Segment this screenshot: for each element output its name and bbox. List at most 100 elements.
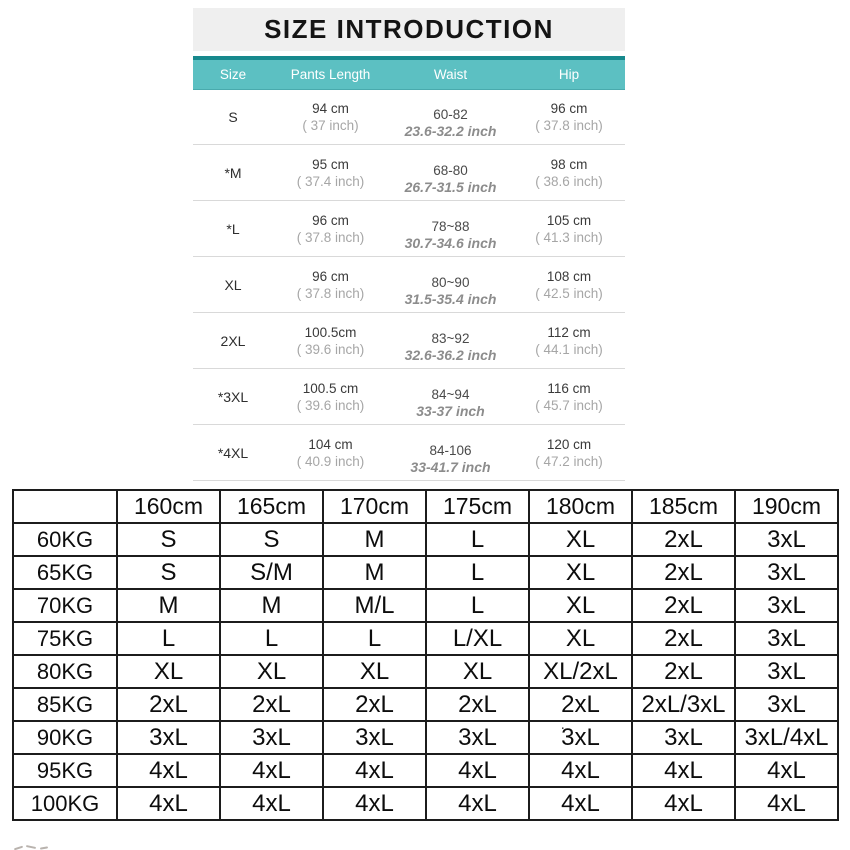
column-header-pants-length: Pants Length <box>290 67 371 82</box>
matrix-size-cell: 3xL <box>734 654 839 689</box>
matrix-size-cell: XL/2xL <box>528 654 633 689</box>
size-name: XL <box>224 276 242 293</box>
hip-inch: ( 44.1 inch) <box>535 341 603 357</box>
matrix-size-cell: 4xL <box>425 786 530 821</box>
column-header-size: Size <box>219 67 247 82</box>
pants-length-inch: ( 40.9 inch) <box>296 453 365 469</box>
size-row-s: S 94 cm( 37 inch) 60-82 23.6-32.2 inch 96 cm… <box>193 89 625 145</box>
size-introduction-table: SIZE INTRODUCTION Size Pants Length Waist H… <box>193 8 625 481</box>
size-row-m: *M 95 cm( 37.4 inch) 68-80 26.7-31.5 inch 98… <box>193 145 625 201</box>
pants-length-cm: 100.5 cm <box>302 380 359 396</box>
matrix-size-cell: S/M <box>219 555 324 590</box>
matrix-row-100kg: 100KG 4xL 4xL 4xL 4xL 4xL 4xL 4xL <box>12 786 839 821</box>
stray-dot-artifact: · <box>560 719 566 736</box>
hip-cell: 116 cm( 45.7 inch) <box>513 380 625 414</box>
pants-length-cell: 96 cm( 37.8 inch) <box>273 268 388 302</box>
matrix-size-cell: 4xL <box>528 753 633 788</box>
matrix-size-cell: 2xL <box>631 555 736 590</box>
size-name: *4XL <box>217 444 249 461</box>
pants-length-cell: 95 cm( 37.4 inch) <box>273 156 388 190</box>
waist-inch: 33-41.7 inch <box>410 458 491 475</box>
matrix-size-cell: XL <box>425 654 530 689</box>
matrix-size-cell: 2xL <box>219 687 324 722</box>
matrix-size-cell: M <box>219 588 324 623</box>
weight-label: 85KG <box>12 687 118 722</box>
weight-label: 70KG <box>12 588 118 623</box>
matrix-size-cell: 4xL <box>322 753 427 788</box>
matrix-size-cell: 3xL <box>631 720 736 755</box>
hip-cm: 96 cm <box>550 100 588 116</box>
matrix-size-cell: 4xL <box>631 786 736 821</box>
size-row-l: *L 96 cm( 37.8 inch) 78~88 30.7-34.6 inch 10… <box>193 201 625 257</box>
waist-inch: 26.7-31.5 inch <box>404 178 497 195</box>
hip-cell: 105 cm( 41.3 inch) <box>513 212 625 246</box>
matrix-size-cell: L <box>425 588 530 623</box>
matrix-size-cell: 4xL <box>425 753 530 788</box>
pants-length-cm: 96 cm <box>312 212 349 228</box>
height-header-190cm: 190cm <box>734 489 839 524</box>
matrix-size-cell: 4xL <box>322 786 427 821</box>
matrix-size-cell: XL <box>528 522 633 557</box>
matrix-size-cell: 4xL <box>116 786 221 821</box>
size-introduction-title: SIZE INTRODUCTION <box>193 8 625 51</box>
waist-cm: 84~94 <box>431 386 470 402</box>
pants-length-cell: 100.5 cm( 39.6 inch) <box>273 380 388 414</box>
pants-length-cm: 94 cm <box>312 100 349 116</box>
waist-cm: 60-82 <box>433 106 468 122</box>
matrix-row-95kg: 95KG 4xL 4xL 4xL 4xL 4xL 4xL 4xL <box>12 753 839 788</box>
waist-cell: 78~88 30.7-34.6 inch <box>388 218 513 252</box>
matrix-size-cell: L/XL <box>425 621 530 656</box>
matrix-row-85kg: 85KG 2xL 2xL 2xL 2xL 2xL 2xL/3xL 3xL <box>12 687 839 722</box>
hip-cell: 96 cm( 37.8 inch) <box>513 100 625 134</box>
column-header-hip: Hip <box>558 67 580 82</box>
weight-label: 90KG <box>12 720 118 755</box>
pants-length-cm: 96 cm <box>312 268 349 284</box>
hip-cm: 120 cm <box>546 436 592 452</box>
size-row-xl: XL 96 cm( 37.8 inch) 80~90 31.5-35.4 inch 10… <box>193 257 625 313</box>
matrix-size-cell: 4xL <box>734 786 839 821</box>
matrix-size-cell: XL <box>528 555 633 590</box>
matrix-size-cell: M <box>322 522 427 557</box>
pants-length-inch: ( 39.6 inch) <box>296 341 365 357</box>
waist-cm: 80~90 <box>431 274 470 290</box>
size-name: *L <box>226 220 240 237</box>
weight-label: 75KG <box>12 621 118 656</box>
pants-length-cell: 96 cm( 37.8 inch) <box>273 212 388 246</box>
size-row-3xl: *3XL 100.5 cm( 39.6 inch) 84~94 33-37 inch 1… <box>193 369 625 425</box>
hip-inch: ( 41.3 inch) <box>535 229 603 245</box>
matrix-size-cell: 2xL <box>116 687 221 722</box>
matrix-size-cell: S <box>219 522 324 557</box>
waist-cm: 83~92 <box>431 330 470 346</box>
matrix-size-cell: 3xL <box>734 621 839 656</box>
hip-cell: 108 cm( 42.5 inch) <box>513 268 625 302</box>
matrix-size-cell: 2xL <box>425 687 530 722</box>
pants-length-cm: 95 cm <box>312 156 349 172</box>
matrix-size-cell: XL <box>116 654 221 689</box>
size-introduction-body: S 94 cm( 37 inch) 60-82 23.6-32.2 inch 96 cm… <box>193 89 625 481</box>
height-weight-size-matrix: 160cm 165cm 170cm 175cm 180cm 185cm 190cm 60KG S… <box>12 489 839 821</box>
waist-cm: 78~88 <box>431 218 470 234</box>
matrix-row-65kg: 65KG S S/M M L XL 2xL 3xL <box>12 555 839 590</box>
matrix-size-cell: M <box>322 555 427 590</box>
matrix-size-cell: XL <box>528 621 633 656</box>
matrix-size-cell: 2xL/3xL <box>631 687 736 722</box>
column-header-waist: Waist <box>433 67 468 82</box>
matrix-size-cell: 3xL/4xL <box>734 720 839 755</box>
height-header-160cm: 160cm <box>116 489 221 524</box>
matrix-size-cell: S <box>116 522 221 557</box>
matrix-size-cell: 4xL <box>219 753 324 788</box>
height-header-180cm: 180cm <box>528 489 633 524</box>
matrix-size-cell: 2xL <box>631 621 736 656</box>
matrix-size-cell: 4xL <box>116 753 221 788</box>
matrix-size-cell: M <box>116 588 221 623</box>
pants-length-inch: ( 37.8 inch) <box>296 285 365 301</box>
pants-length-inch: ( 37.8 inch) <box>296 229 365 245</box>
matrix-size-cell: 3xL <box>734 687 839 722</box>
pants-length-cm: 104 cm <box>308 436 353 452</box>
hip-cm: 116 cm <box>547 380 591 396</box>
matrix-size-cell: 4xL <box>219 786 324 821</box>
waist-cell: 84~94 33-37 inch <box>388 386 513 420</box>
matrix-size-cell: M/L <box>322 588 427 623</box>
watermark-fragment <box>13 844 54 850</box>
matrix-size-cell: 3xL <box>734 555 839 590</box>
